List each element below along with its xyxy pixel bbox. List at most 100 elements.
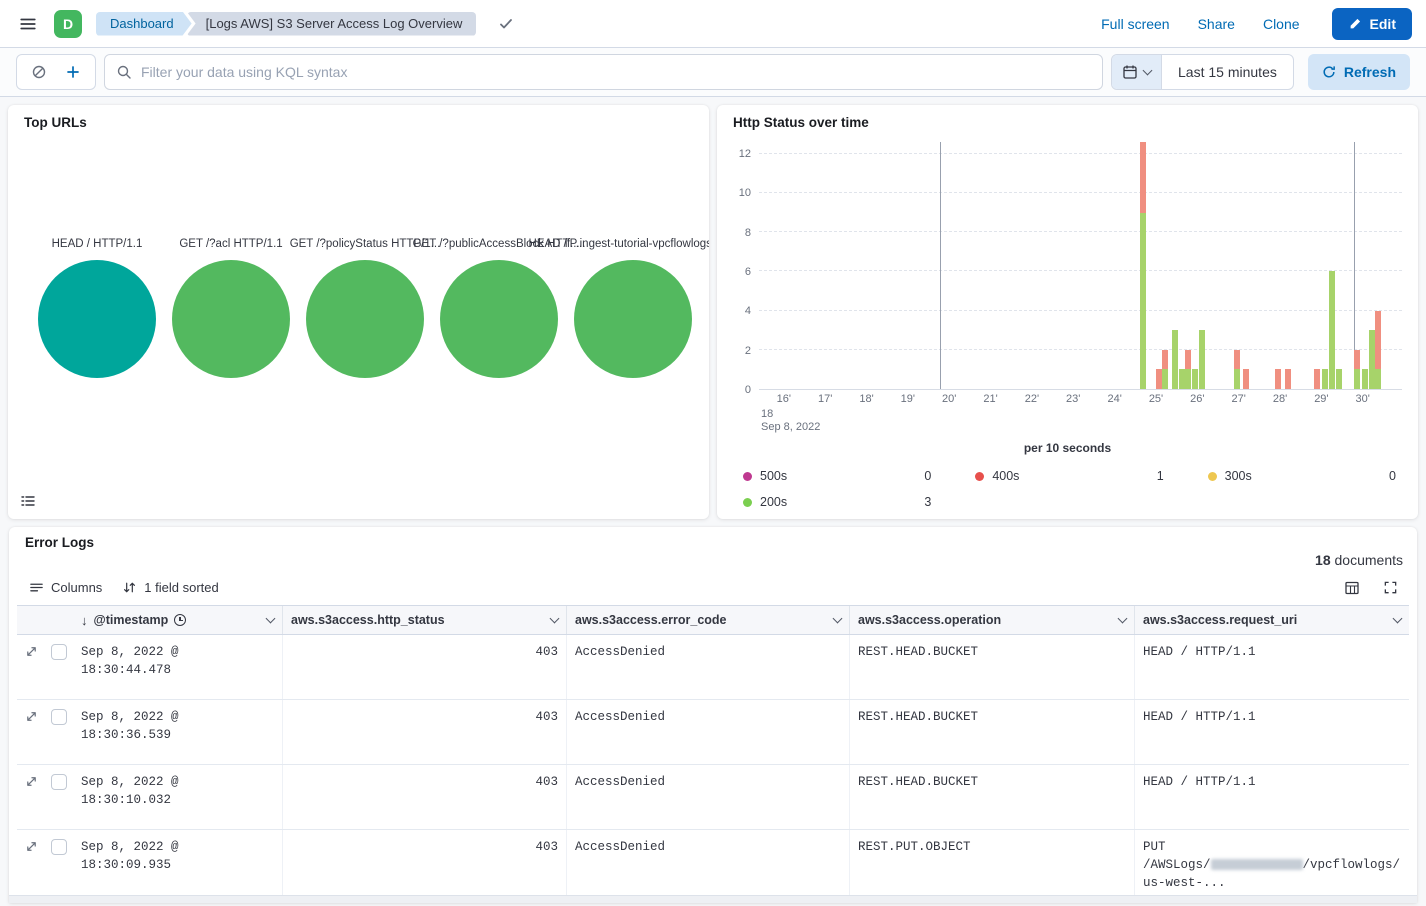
stacked-bar[interactable] — [1178, 142, 1185, 389]
chevron-down-icon[interactable] — [832, 613, 843, 623]
clone-button[interactable]: Clone — [1262, 15, 1300, 32]
add-filter-button[interactable] — [63, 58, 83, 86]
chevron-down-icon[interactable] — [1117, 613, 1128, 623]
row-checkbox[interactable] — [51, 839, 67, 855]
stacked-bar[interactable] — [1192, 142, 1199, 389]
cell-timestamp[interactable]: Sep 8, 2022 @ 18:30:09.935 — [73, 830, 283, 901]
x-tick-label: 30' — [1355, 393, 1370, 405]
legend-toggle-button[interactable] — [20, 493, 36, 509]
stacked-bar[interactable] — [1243, 142, 1250, 389]
bar-segment-200s — [1335, 369, 1342, 389]
column-header-error_code[interactable]: aws.s3access.error_code — [567, 606, 850, 634]
edit-button[interactable]: Edit — [1331, 7, 1412, 40]
stacked-bar[interactable] — [1328, 142, 1335, 389]
pie-slice[interactable] — [440, 260, 558, 378]
stacked-bar[interactable] — [1199, 142, 1206, 389]
disabled-filter-button[interactable] — [29, 58, 49, 86]
pie-slice[interactable] — [172, 260, 290, 378]
fullscreen-grid-button[interactable] — [1379, 577, 1401, 599]
legend-dot — [743, 497, 752, 507]
pie-slice[interactable] — [306, 260, 424, 378]
cell-request-uri[interactable]: HEAD / HTTP/1.1 — [1143, 710, 1256, 724]
cell-http-status[interactable]: 403 — [283, 700, 567, 764]
stacked-bar[interactable] — [1156, 142, 1163, 389]
cell-request-uri[interactable]: HEAD / HTTP/1.1 — [1143, 775, 1256, 789]
display-options-button[interactable] — [1341, 577, 1363, 599]
time-range-label[interactable]: Last 15 minutes — [1178, 64, 1277, 80]
stacked-bar[interactable] — [1353, 142, 1360, 389]
stacked-bar[interactable] — [1185, 142, 1192, 389]
stacked-bar[interactable] — [1335, 142, 1342, 389]
chevron-down-icon[interactable] — [549, 613, 560, 623]
row-checkbox[interactable] — [51, 774, 67, 790]
stacked-bar[interactable] — [1361, 142, 1368, 389]
chevron-down-icon[interactable] — [265, 613, 276, 623]
cell-timestamp[interactable]: Sep 8, 2022 @ 18:30:36.539 — [73, 700, 283, 764]
cell-error-code[interactable]: AccessDenied — [567, 700, 850, 764]
cell-error-code[interactable]: AccessDenied — [567, 765, 850, 829]
horizontal-scrollbar[interactable] — [9, 895, 1417, 903]
cell-request-uri[interactable]: HEAD / HTTP/1.1 — [1143, 645, 1256, 659]
cell-operation[interactable]: REST.HEAD.BUCKET — [850, 635, 1135, 699]
refresh-button[interactable]: Refresh — [1307, 54, 1410, 90]
share-button[interactable]: Share — [1197, 15, 1235, 32]
expand-document-button[interactable] — [17, 635, 43, 699]
cell-http-status[interactable]: 403 — [283, 830, 567, 901]
pie-slice[interactable] — [38, 260, 156, 378]
sort-desc-icon: ↓ — [81, 612, 88, 628]
x-axis-hour: 18 — [761, 408, 774, 420]
breadcrumb-dashboard[interactable]: Dashboard — [96, 12, 192, 36]
stacked-bar[interactable] — [1314, 142, 1321, 389]
date-picker-calendar-button[interactable] — [1112, 55, 1163, 89]
space-avatar[interactable]: D — [54, 9, 82, 38]
pie-slice[interactable] — [574, 260, 692, 378]
cell-http-status[interactable]: 403 — [283, 635, 567, 699]
column-header-request_uri[interactable]: aws.s3access.request_uri — [1135, 606, 1409, 634]
edit-button-label: Edit — [1369, 15, 1396, 32]
cell-timestamp[interactable]: Sep 8, 2022 @ 18:30:10.032 — [73, 765, 283, 829]
pie-chart: GET /?publicAccessBlock HTTP... — [413, 238, 585, 378]
legend-item-200s[interactable]: 200s 3 — [743, 495, 931, 509]
legend-item-400s[interactable]: 400s 1 — [975, 469, 1164, 483]
cell-timestamp[interactable]: Sep 8, 2022 @ 18:30:44.478 — [73, 635, 283, 699]
columns-button[interactable]: Columns — [21, 576, 110, 599]
table-row: Sep 8, 2022 @ 18:30:44.478 403 AccessDenie… — [17, 635, 1409, 700]
full-screen-button[interactable]: Full screen — [1101, 15, 1170, 32]
cell-operation[interactable]: REST.PUT.OBJECT — [850, 830, 1135, 901]
stacked-bar[interactable] — [1285, 142, 1292, 389]
date-picker: Last 15 minutes — [1111, 54, 1294, 90]
stacked-bar[interactable] — [1162, 142, 1169, 389]
panel-title: Top URLs — [24, 115, 87, 130]
column-header-timestamp[interactable]: ↓ @timestamp — [73, 606, 283, 634]
expand-document-button[interactable] — [17, 765, 43, 829]
search-input[interactable] — [104, 54, 1104, 90]
cell-operation[interactable]: REST.HEAD.BUCKET — [850, 700, 1135, 764]
cell-operation[interactable]: REST.HEAD.BUCKET — [850, 765, 1135, 829]
expand-document-icon — [27, 647, 36, 656]
stacked-bar[interactable] — [1274, 142, 1281, 389]
sort-fields-button[interactable]: 1 field sorted — [114, 576, 226, 599]
chevron-down-icon[interactable] — [1392, 613, 1403, 623]
cell-http-status[interactable]: 403 — [283, 765, 567, 829]
menu-button[interactable] — [14, 10, 42, 38]
x-tick-label: 16' — [776, 393, 791, 405]
legend-dot — [1207, 471, 1217, 481]
column-header-http_status[interactable]: aws.s3access.http_status — [283, 606, 567, 634]
stacked-bar[interactable] — [1368, 142, 1375, 389]
stacked-bar[interactable] — [1375, 142, 1382, 389]
stacked-bar[interactable] — [1321, 142, 1328, 389]
cell-request-uri[interactable]: PUT /AWSLogs//vpcflowlogs/us-west-... — [1143, 840, 1401, 891]
stacked-bar[interactable] — [1233, 142, 1240, 389]
expand-document-button[interactable] — [17, 700, 43, 764]
cell-error-code[interactable]: AccessDenied — [567, 635, 850, 699]
cell-error-code[interactable]: AccessDenied — [567, 830, 850, 901]
row-checkbox[interactable] — [51, 709, 67, 725]
legend-item-500s[interactable]: 500s 0 — [743, 469, 931, 483]
column-header-operation[interactable]: aws.s3access.operation — [850, 606, 1135, 634]
row-checkbox[interactable] — [51, 644, 67, 660]
expand-document-button[interactable] — [17, 830, 43, 900]
stacked-bar[interactable] — [1171, 142, 1178, 389]
display-options-icon — [1345, 581, 1359, 594]
stacked-bar[interactable] — [1140, 142, 1147, 389]
legend-item-300s[interactable]: 300s 0 — [1207, 469, 1396, 483]
